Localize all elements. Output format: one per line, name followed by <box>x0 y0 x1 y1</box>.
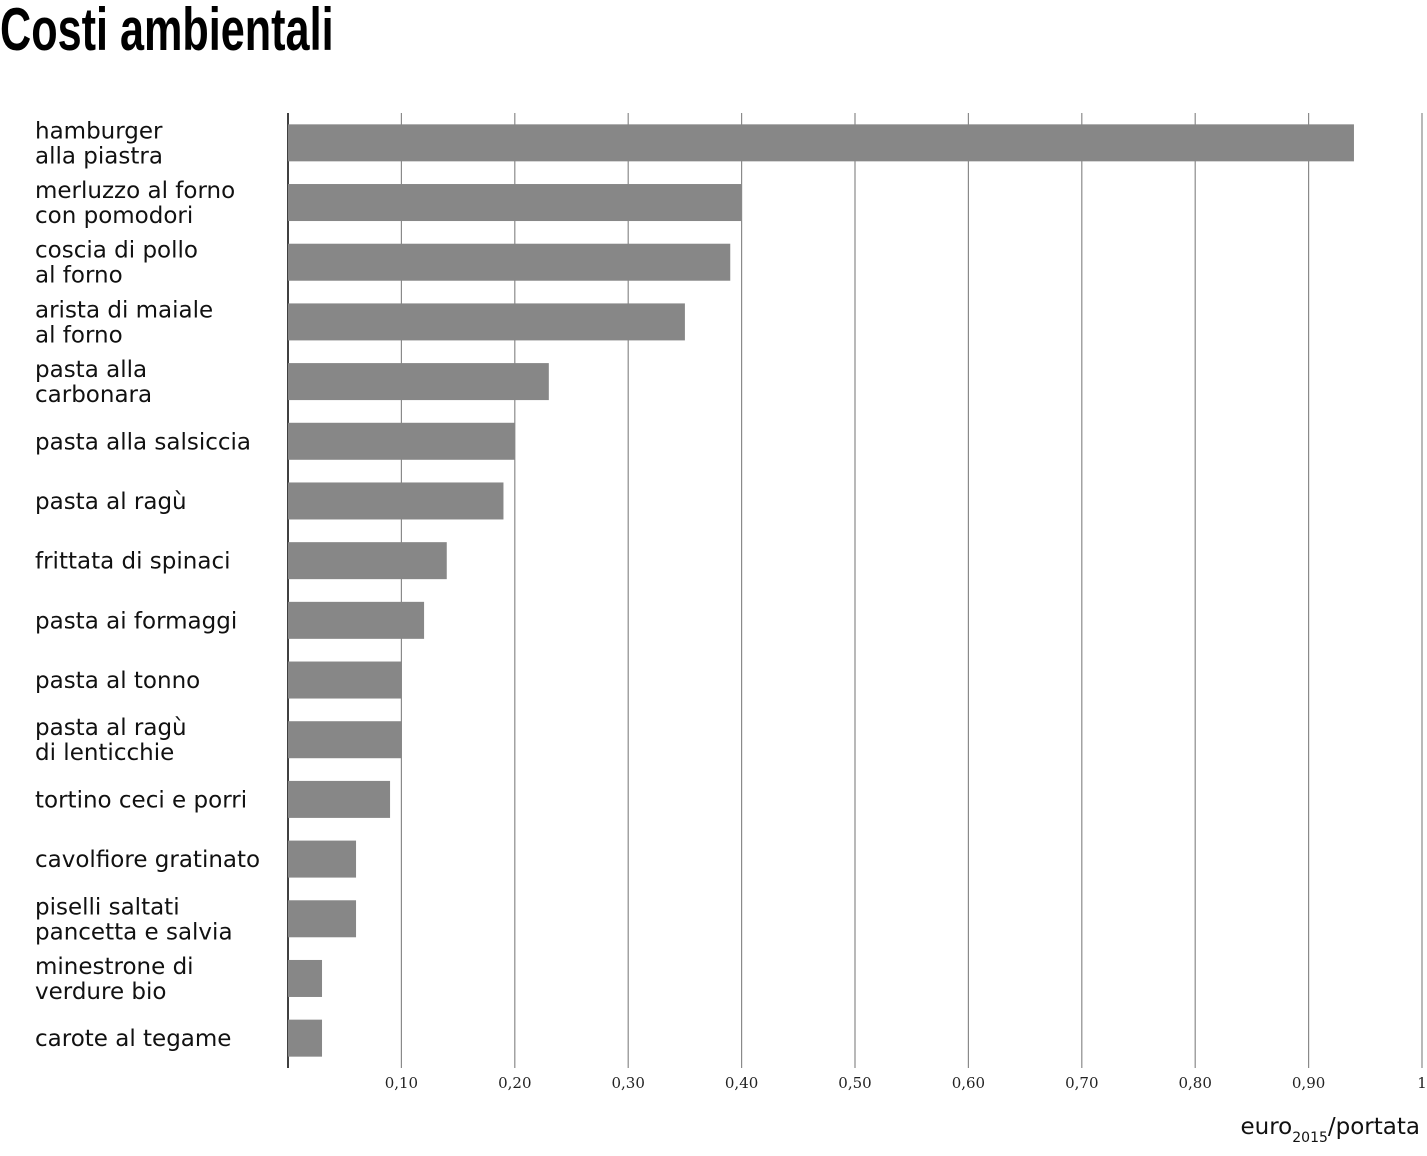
bar <box>288 900 357 938</box>
label-line: al forno <box>35 322 123 348</box>
label-line: tortino ceci e porri <box>35 787 247 813</box>
x-tick-label: 0,40 <box>725 1074 758 1092</box>
label-line: cavolfiore gratinato <box>35 847 260 873</box>
bar <box>288 661 402 699</box>
label-line: pasta al tonno <box>35 668 200 694</box>
x-tick-label: 0,30 <box>611 1074 644 1092</box>
bar <box>288 422 515 460</box>
y-tick-label: pasta ai formaggi <box>35 608 237 634</box>
label-line: pasta alla salsiccia <box>35 429 251 455</box>
x-tick-label: 0,90 <box>1292 1074 1325 1092</box>
chart-title: Costi ambientali <box>0 0 334 64</box>
y-tick-label: pasta alla carbonara <box>35 357 152 408</box>
x-label-rest: /portata <box>1328 1114 1420 1140</box>
y-tick-label: hamburger alla piastra <box>35 118 163 169</box>
bar <box>288 1019 323 1057</box>
label-line: pasta al ragù <box>35 715 187 741</box>
bar <box>288 363 549 401</box>
bar <box>288 124 1354 162</box>
y-tick-label: tortino ceci e porri <box>35 787 247 813</box>
y-tick-label: merluzzo al forno con pomodori <box>35 178 235 229</box>
label-line: carote al tegame <box>35 1026 231 1052</box>
label-line: verdure bio <box>35 979 166 1005</box>
y-tick-label: piselli saltati pancetta e salvia <box>35 894 233 945</box>
label-line: merluzzo al forno <box>35 178 235 204</box>
y-tick-label: arista di maiale al forno <box>35 297 213 348</box>
bar <box>288 721 402 759</box>
label-line: alla piastra <box>35 143 163 169</box>
label-line: frittata di spinaci <box>35 549 230 575</box>
y-tick-label: carote al tegame <box>35 1026 231 1052</box>
label-line: di lenticchie <box>35 740 174 766</box>
y-tick-label: minestrone di verdure bio <box>35 954 194 1005</box>
label-line: pasta alla <box>35 357 147 383</box>
y-tick-label: pasta al ragù <box>35 489 187 515</box>
y-tick-label: frittata di spinaci <box>35 549 230 575</box>
label-line: pancetta e salvia <box>35 919 233 945</box>
label-line: arista di maiale <box>35 297 213 323</box>
bar <box>288 542 447 580</box>
label-line: piselli saltati <box>35 894 180 920</box>
label-line: con pomodori <box>35 203 193 229</box>
label-line: carbonara <box>35 382 152 408</box>
bar <box>288 303 685 341</box>
y-tick-label: cavolfiore gratinato <box>35 847 260 873</box>
label-line: minestrone di <box>35 954 194 980</box>
x-label-sub: 2015 <box>1292 1130 1328 1146</box>
y-tick-label: pasta al tonno <box>35 668 200 694</box>
label-line: pasta ai formaggi <box>35 608 237 634</box>
x-tick-label: 0,80 <box>1178 1074 1211 1092</box>
x-tick-label: 0,50 <box>838 1074 871 1092</box>
x-axis-label: euro2015/portata <box>1241 1114 1421 1146</box>
x-tick-label: 0,20 <box>498 1074 531 1092</box>
y-tick-label: pasta al ragù di lenticchie <box>35 715 187 766</box>
y-tick-label: coscia di pollo al forno <box>35 238 198 289</box>
x-tick-label: 0,70 <box>1065 1074 1098 1092</box>
bar <box>288 840 357 878</box>
label-line: hamburger <box>35 118 163 144</box>
bar <box>288 959 323 997</box>
bar <box>288 601 425 639</box>
x-tick-label: 1 <box>1417 1074 1427 1092</box>
x-label-main: euro <box>1241 1114 1293 1140</box>
x-tick-label: 0,10 <box>385 1074 418 1092</box>
bar <box>288 184 742 222</box>
bar <box>288 482 504 520</box>
x-tick-label: 0,60 <box>952 1074 985 1092</box>
bar <box>288 780 391 818</box>
label-line: al forno <box>35 263 123 289</box>
bar <box>288 243 731 281</box>
label-line: coscia di pollo <box>35 238 198 264</box>
y-tick-label: pasta alla salsiccia <box>35 429 251 455</box>
label-line: pasta al ragù <box>35 489 187 515</box>
